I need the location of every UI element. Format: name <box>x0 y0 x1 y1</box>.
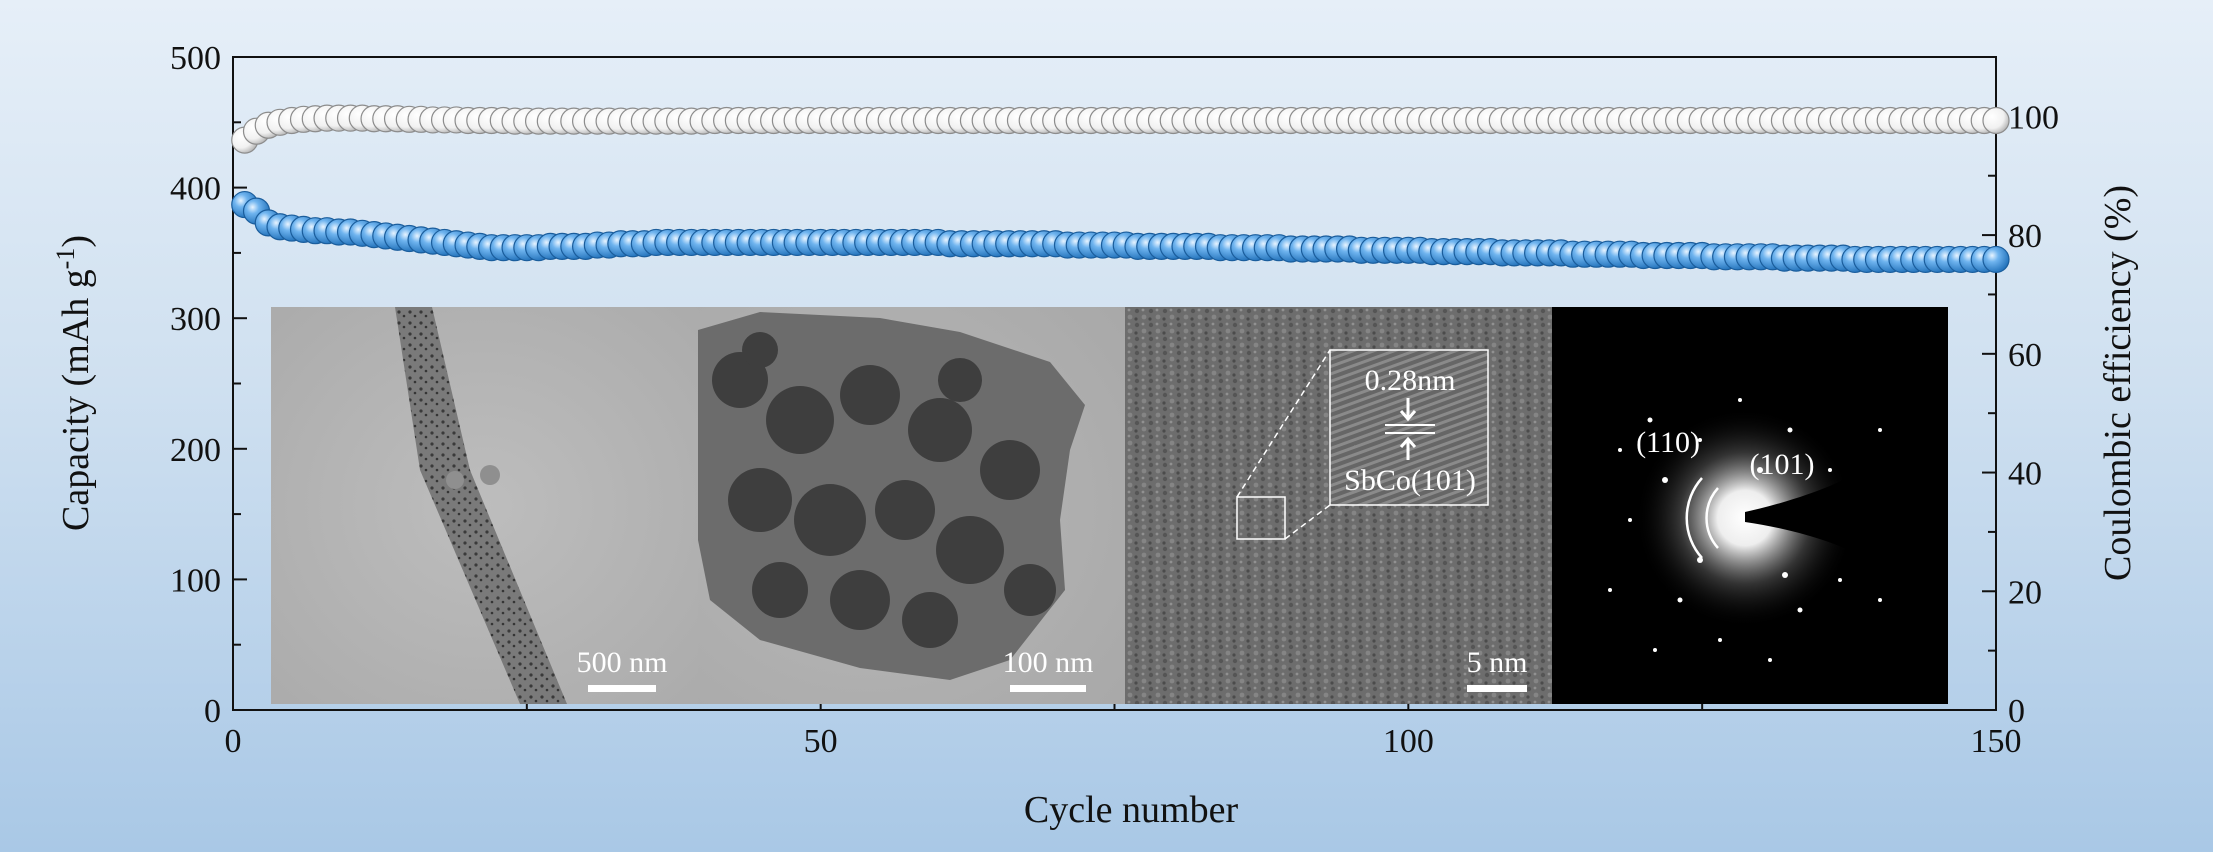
inset-panels: 500 nm 100 nm <box>271 307 1948 704</box>
coulombic-efficiency-series <box>231 104 2010 154</box>
y-left-tick-label: 400 <box>170 171 221 208</box>
scale-bar-label: 100 nm <box>1003 646 1094 679</box>
capacity-point <box>1982 245 2010 274</box>
x-tick-label: 50 <box>804 723 838 760</box>
y-axis-right-title: Coulombic efficiency (%) <box>2097 185 2139 581</box>
x-tick-label: 150 <box>1971 723 2022 760</box>
d-spacing-label: 0.28nm <box>1365 364 1456 397</box>
y-left-tick-label: 300 <box>170 301 221 338</box>
scale-bar <box>1467 685 1527 692</box>
y-right-tick-label: 20 <box>2008 574 2042 611</box>
tem-inset-nanofiber: 500 nm <box>271 307 698 704</box>
zoom-inset <box>1329 349 1489 506</box>
ring-label-101: (101) <box>1750 448 1815 481</box>
y-right-tick-label: 40 <box>2008 456 2042 493</box>
diffraction-spots <box>1608 398 1882 662</box>
y-right-tick-label: 100 <box>2008 99 2059 136</box>
y-left-tick-label: 100 <box>170 562 221 599</box>
x-axis-title: Cycle number <box>1024 789 1239 831</box>
capacity-series <box>231 190 2010 274</box>
saed-inset-diffraction: (110) (101) <box>1552 307 1948 704</box>
x-tick-label: 100 <box>1383 723 1434 760</box>
y-axis-left-title-end: ) <box>55 235 97 248</box>
y-axis-left-title-text: Capacity (mAh g <box>55 269 97 531</box>
efficiency-point <box>1982 106 2010 135</box>
y-axis-left-title: Capacity (mAh g-1) <box>51 235 97 531</box>
scale-bar <box>1010 685 1086 692</box>
y-right-tick-label: 60 <box>2008 337 2042 374</box>
y-axis-left-title-sup: -1 <box>51 248 80 270</box>
y-right-tick-label: 80 <box>2008 218 2042 255</box>
x-tick-label: 0 <box>225 723 242 760</box>
tem-inset-particles: 100 nm <box>698 307 1125 704</box>
y-left-tick-label: 200 <box>170 432 221 469</box>
scale-bar-label: 500 nm <box>577 646 668 679</box>
plane-label: SbCo(101) <box>1344 464 1476 497</box>
y-left-tick-label: 0 <box>204 693 221 730</box>
y-right-tick-label: 0 <box>2008 693 2025 730</box>
scale-bar-label: 5 nm <box>1467 646 1528 679</box>
hrtem-inset-lattice: 0.28nm SbCo(101) 5 nm <box>1125 307 1552 704</box>
ring-label-110: (110) <box>1636 426 1700 459</box>
y-left-tick-label: 500 <box>170 40 221 77</box>
zoom-region-box <box>1236 496 1286 540</box>
scale-bar <box>588 685 656 692</box>
